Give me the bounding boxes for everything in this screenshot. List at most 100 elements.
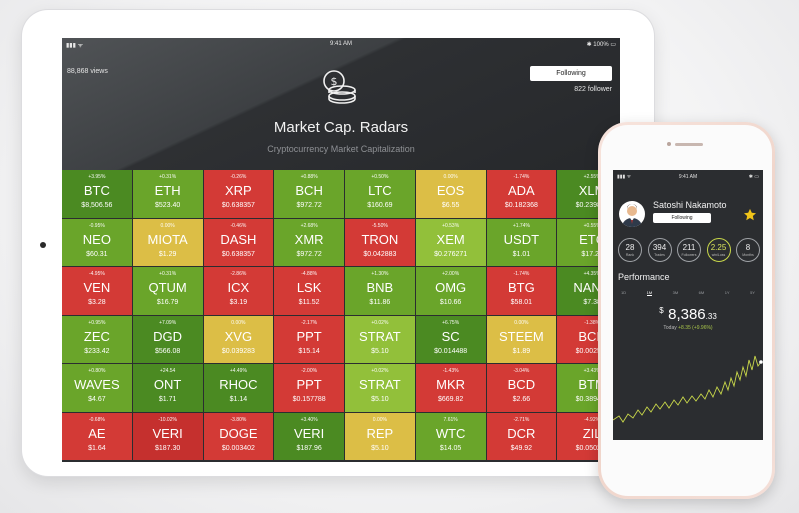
tab-range-5y[interactable]: 5Y: [750, 290, 755, 295]
coin-cell-xrp[interactable]: -0.26% XRP $0.638357: [203, 170, 274, 218]
coin-price: $566.08: [154, 347, 181, 355]
coin-cell-lsk[interactable]: -4.88% LSK $11.52: [274, 267, 344, 315]
coin-cell-xem[interactable]: +0.53% XEM $0.276271: [415, 218, 486, 266]
coin-cell-rhoc[interactable]: +4.49% RHOC $1.14: [203, 364, 274, 412]
coin-cell-tron[interactable]: -5.50% TRON $0.042883: [345, 218, 415, 266]
coin-change: -2.86%: [230, 271, 247, 277]
coin-cell-miota[interactable]: 0.00% MIOTA $1.29: [132, 218, 203, 266]
coin-symbol: ETH: [154, 183, 181, 198]
coin-change: +1.74%: [512, 222, 530, 229]
coin-cell-strat[interactable]: +0.02% STRAT $5.10: [345, 315, 415, 363]
coin-cell-strat[interactable]: +0.02% STRAT $5.10: [345, 364, 415, 412]
stat-win-loss: 2.25 win/Loss: [706, 238, 731, 262]
coin-symbol: REP: [366, 425, 394, 441]
tablet-screen: ▮▮▮ ᯤ 9:41 AM ✱ 100% ▭ 88,868 views Foll…: [62, 38, 620, 462]
tab-range-1y[interactable]: 1Y: [724, 290, 730, 295]
coin-change: -4.95%: [88, 271, 105, 277]
coin-price: $5.10: [371, 444, 389, 452]
coin-change: +0.53%: [442, 222, 460, 229]
coin-cell-steem[interactable]: 0.00% STEEM $1.89: [486, 315, 557, 363]
coin-symbol: VEN: [83, 280, 111, 295]
coin-change: -0.46%: [230, 222, 247, 229]
coin-change: +2.68%: [300, 222, 318, 229]
coin-change: -0.95%: [88, 222, 105, 229]
coin-cell-ae[interactable]: -0.68% AE $1.64: [62, 412, 132, 460]
stat-rank: 28 Rank: [618, 238, 642, 262]
coin-cell-dcr[interactable]: -2.71% DCR $49.92: [486, 412, 557, 460]
coin-cell-ltc[interactable]: +0.50% LTC $160.69: [345, 170, 415, 218]
coin-cell-mkr[interactable]: -1.43% MKR $669.82: [415, 364, 486, 412]
coin-symbol: BTG: [508, 280, 535, 295]
coin-cell-bcd[interactable]: -3.04% BCD $2.66: [486, 364, 557, 412]
tab-range-1m[interactable]: 1M: [646, 290, 653, 296]
coin-price: $972.72: [296, 250, 322, 258]
coin-price: $1.64: [88, 444, 106, 452]
coin-cell-qtum[interactable]: +0.31% QTUM $16.79: [132, 267, 203, 315]
coin-symbol: ICX: [227, 280, 250, 295]
coin-cell-neo[interactable]: -0.95% NEO $60.31: [62, 218, 132, 266]
coin-cell-dash[interactable]: -0.46% DASH $0.638357: [203, 218, 274, 266]
avatar[interactable]: [619, 201, 645, 227]
coin-symbol: AE: [88, 425, 106, 441]
coin-cell-ont[interactable]: +24.54 ONT $1.71: [132, 364, 203, 412]
coin-price: $14.05: [439, 444, 462, 452]
coin-symbol: ADA: [508, 183, 535, 198]
coin-cell-eos[interactable]: 0.00% EOS $6.55: [415, 170, 486, 218]
coin-price: $0.014488: [434, 347, 468, 355]
coin-cell-wtc[interactable]: 7.61% WTC $14.05: [415, 412, 486, 460]
coin-change: +0.31%: [159, 271, 177, 277]
phone-battery-icon: ✱ ▭: [748, 174, 759, 180]
coin-price: $0.157788: [292, 396, 326, 403]
follower-count: 822 follower: [574, 86, 612, 93]
tab-range-6m[interactable]: 6M: [698, 290, 705, 295]
price-main: 8,386: [668, 306, 706, 323]
market-cap-grid: +3.95% BTC $8,506.56 +0.31% ETH $523.40 -0.26%…: [62, 170, 620, 460]
coin-cell-veri[interactable]: -10.02% VERI $187.30: [132, 412, 203, 460]
coin-cell-eth[interactable]: +0.31% ETH $523.40: [132, 170, 203, 218]
tab-range-1d[interactable]: 1D: [621, 290, 627, 295]
coin-change: +3.40%: [300, 416, 318, 423]
tab-range-3m[interactable]: 3M: [672, 290, 679, 295]
phone-following-button[interactable]: Following: [653, 213, 711, 223]
coin-symbol: STRAT: [359, 328, 401, 344]
coin-cell-bnb[interactable]: +1.30% BNB $11.86: [345, 267, 415, 315]
stat-label: Rank: [625, 253, 635, 257]
coin-symbol: DOGE: [219, 425, 258, 441]
coin-cell-omg[interactable]: +2.00% OMG $10.66: [415, 267, 486, 315]
stat-trades: 394 Trades: [647, 238, 672, 262]
coin-symbol: DASH: [220, 231, 257, 247]
coin-change: +0.50%: [371, 174, 389, 180]
coin-cell-ada[interactable]: -1.74% ADA $0.182368: [486, 170, 557, 218]
coin-cell-xvg[interactable]: 0.00% XVG $0.039283: [203, 315, 274, 363]
coin-cell-ppt[interactable]: -2.17% PPT $15.14: [274, 315, 344, 363]
coin-change: +0.88%: [300, 174, 318, 180]
coin-symbol: STRAT: [359, 377, 401, 392]
coin-cell-btc[interactable]: +3.95% BTC $8,506.56: [62, 170, 132, 218]
coin-cell-ppt[interactable]: -2.00% PPT $0.157788: [274, 364, 344, 412]
following-button[interactable]: Following: [530, 66, 612, 81]
coin-symbol: SC: [441, 328, 460, 344]
stat-value: 394: [652, 243, 667, 252]
coin-cell-dgd[interactable]: +7.09% DGD $566.08: [132, 315, 203, 363]
coin-change: +0.02%: [371, 319, 389, 326]
coin-cell-btg[interactable]: -1.74% BTG $58.01: [486, 267, 557, 315]
coin-symbol: BTC: [83, 183, 110, 198]
coin-cell-ven[interactable]: -4.95% VEN $3.28: [62, 267, 132, 315]
coin-cell-icx[interactable]: -2.86% ICX $3.19: [203, 267, 274, 315]
star-icon[interactable]: [743, 208, 757, 222]
coin-cell-doge[interactable]: -3.80% DOGE $0.003402: [203, 412, 274, 460]
coin-change: -1.38%: [584, 319, 601, 326]
coin-symbol: XVG: [224, 328, 253, 344]
coin-cell-usdt[interactable]: +1.74% USDT $1.01: [486, 218, 557, 266]
coin-cell-waves[interactable]: +0.80% WAVES $4.67: [62, 364, 132, 412]
coin-cell-xmr[interactable]: +2.68% XMR $972.72: [274, 218, 344, 266]
stat-label: Months: [742, 253, 754, 257]
coin-price: $11.52: [298, 299, 320, 306]
coin-symbol: MIOTA: [147, 231, 188, 247]
coin-symbol: PPT: [296, 328, 322, 344]
coin-cell-veri[interactable]: +3.40% VERI $187.96: [274, 412, 344, 460]
coin-cell-rep[interactable]: 0.00% REP $5.10: [345, 412, 415, 460]
coin-cell-zec[interactable]: +0.95% ZEC $233.42: [62, 315, 132, 363]
coin-cell-bch[interactable]: +0.88% BCH $972.72: [274, 170, 344, 218]
coin-cell-sc[interactable]: +6.75% SC $0.014488: [415, 315, 486, 363]
